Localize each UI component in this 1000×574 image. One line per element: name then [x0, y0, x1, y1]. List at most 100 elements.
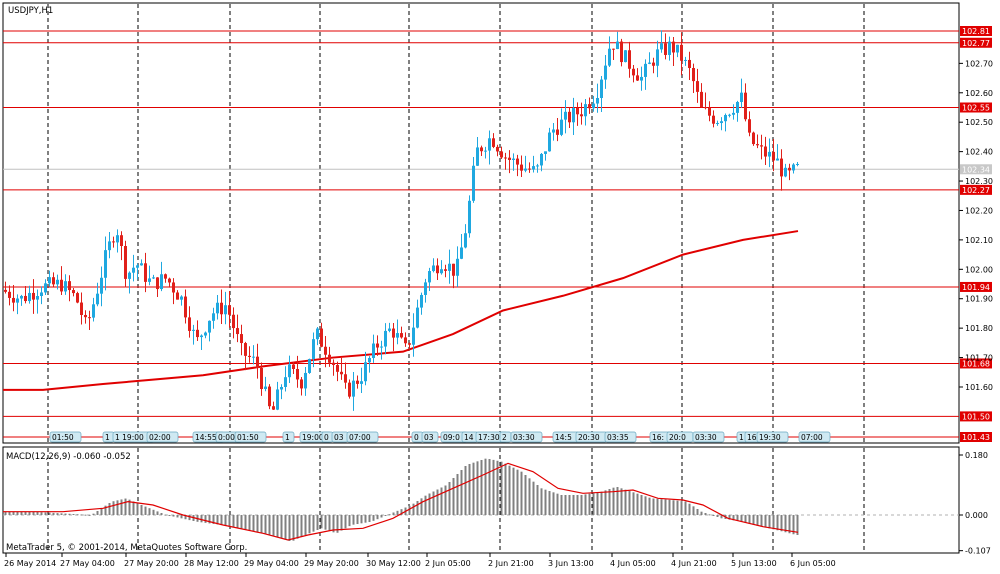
event-tag-3[interactable] — [146, 431, 179, 443]
macd-bar — [220, 515, 223, 525]
macd-indicator — [3, 458, 959, 541]
time-grid — [47, 4, 865, 552]
macd-bar — [276, 515, 279, 537]
candle-body — [116, 235, 119, 243]
candle-body — [452, 263, 455, 276]
candle-body — [640, 76, 643, 81]
candle-body — [52, 277, 55, 285]
event-tag-6[interactable] — [234, 431, 267, 443]
candle-body — [568, 111, 571, 123]
macd-bar — [660, 499, 663, 515]
candle-body — [428, 271, 431, 283]
candle-body — [636, 75, 639, 81]
candle-body — [488, 138, 491, 151]
event-tag-18[interactable] — [510, 431, 543, 443]
macd-axis: 0.180 0.000 -0.107 — [959, 451, 991, 556]
macd-bar — [648, 497, 651, 515]
event-tag-label-22: 16: — [652, 433, 664, 442]
candle-body — [752, 132, 755, 145]
event-tag-label-27: 19:30 — [759, 433, 781, 442]
candle-body — [284, 377, 287, 387]
candle-body — [312, 339, 315, 359]
event-tag-label-13: 03 — [424, 433, 434, 442]
event-tag-28[interactable] — [798, 431, 831, 443]
macd-bar — [228, 515, 231, 527]
candle-body — [316, 328, 319, 340]
candle-body — [236, 328, 239, 335]
macd-bar — [540, 488, 543, 515]
candle-body — [464, 233, 467, 248]
macd-bar — [620, 488, 623, 515]
macd-bar — [720, 515, 723, 519]
candle-body — [392, 328, 395, 338]
macd-bar — [112, 501, 115, 515]
macd-bar — [292, 515, 295, 541]
macd-bar — [168, 515, 171, 516]
event-tag-21[interactable] — [604, 431, 637, 443]
candle-body — [112, 241, 115, 243]
event-tag-24[interactable] — [692, 431, 725, 443]
macd-bar — [444, 485, 447, 515]
event-tags[interactable]: 01:50 1 1 19:00 02:00 14:55 0:00 01:50 1 19:00 0 0… — [49, 431, 831, 443]
macd-bar — [424, 495, 427, 515]
candle-body — [684, 59, 687, 61]
macd-bar — [212, 515, 215, 524]
event-tag-7[interactable] — [282, 431, 295, 443]
macd-bar — [136, 503, 139, 515]
event-tag-13[interactable] — [421, 431, 439, 443]
macd-bar — [388, 514, 391, 516]
macd-bar — [784, 515, 787, 533]
macd-bar — [412, 503, 415, 515]
candle-body — [612, 48, 615, 50]
macd-bar — [580, 495, 583, 515]
level-tag-label-5: 101.68 — [962, 359, 990, 368]
candle-body — [384, 330, 387, 347]
candle-body — [732, 112, 735, 115]
macd-bar — [460, 470, 463, 515]
macd-bar — [512, 467, 515, 515]
macd-bar — [68, 513, 71, 515]
candle-body — [556, 129, 559, 135]
candle-body — [692, 68, 695, 82]
candle-body — [156, 277, 159, 290]
candle-body — [740, 92, 743, 103]
candle-body — [604, 65, 607, 80]
macd-bar — [328, 515, 331, 531]
candle-body — [720, 121, 723, 124]
macd-bar — [236, 515, 239, 529]
event-tag-label-9: 0 — [324, 433, 329, 442]
macd-bar — [120, 499, 123, 515]
macd-bar — [44, 512, 47, 515]
macd-bar — [688, 503, 691, 515]
candle-body — [84, 314, 87, 318]
macd-bar — [288, 515, 291, 541]
candle-body — [516, 158, 519, 165]
candle-body — [332, 362, 335, 366]
macd-bar — [84, 514, 87, 516]
candle-body — [136, 265, 139, 268]
macd-bar — [448, 482, 451, 515]
macd-bar — [184, 515, 187, 520]
candle-body — [396, 333, 399, 338]
candle-body — [160, 274, 163, 290]
candle-body — [716, 123, 719, 125]
event-tag-11[interactable] — [346, 431, 379, 443]
candle-body — [132, 267, 135, 273]
event-tag-27[interactable] — [756, 431, 789, 443]
candle-body — [208, 320, 211, 333]
event-tag-0[interactable] — [49, 431, 82, 443]
macd-bar — [616, 487, 619, 515]
time-label-3: 28 May 12:00 — [184, 559, 239, 568]
candle-body — [652, 62, 655, 66]
macd-bar — [528, 478, 531, 515]
macd-bar — [356, 515, 359, 524]
macd-bar — [400, 509, 403, 515]
candle-body — [340, 371, 343, 375]
candle-body — [388, 328, 391, 331]
macd-bar — [584, 494, 587, 515]
candle-body — [588, 104, 591, 109]
candle-body — [408, 343, 411, 345]
candle-body — [96, 293, 99, 305]
candle-body — [484, 150, 487, 152]
candle-body — [696, 81, 699, 92]
